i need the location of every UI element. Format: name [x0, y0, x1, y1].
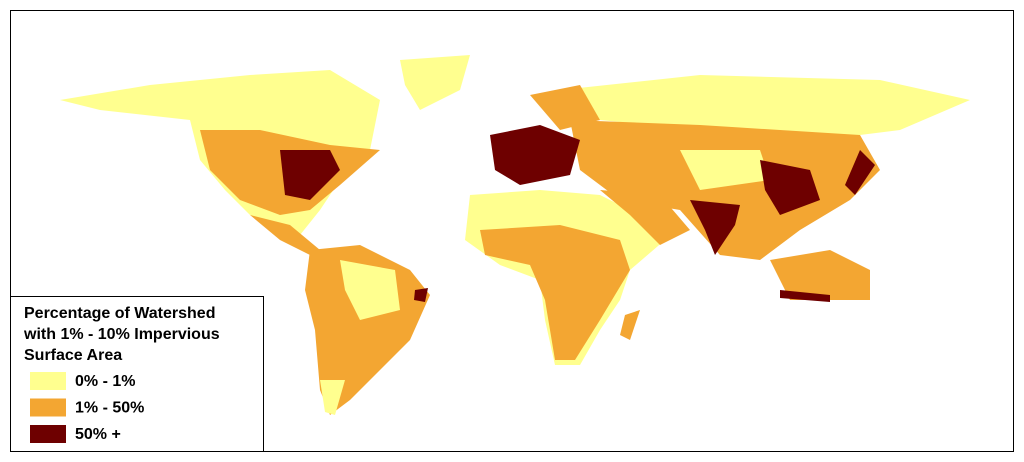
land	[60, 55, 970, 415]
legend-title: Percentage of Watershed	[24, 305, 215, 322]
legend-title: Surface Area	[24, 347, 122, 364]
land-shape	[340, 260, 400, 320]
land-shape	[320, 380, 345, 415]
legend-label: 0% - 1%	[75, 373, 135, 390]
land-shape	[250, 215, 320, 255]
land-shape	[600, 190, 690, 245]
legend-swatch	[30, 425, 66, 443]
legend-title: with 1% - 10% Impervious	[23, 326, 220, 343]
land-shape	[780, 290, 830, 302]
land-shape	[490, 125, 580, 185]
legend-label: 50% +	[75, 426, 121, 443]
land-shape	[620, 310, 640, 340]
legend-swatch	[30, 372, 66, 390]
land-shape	[570, 120, 880, 260]
land-shape	[414, 288, 428, 302]
legend: Percentage of Watershed with 1% - 10% Im…	[10, 296, 264, 452]
land-shape	[845, 150, 875, 195]
land-shape	[400, 55, 470, 110]
legend-label: 1% - 50%	[75, 400, 144, 417]
land-shape	[680, 150, 770, 190]
land-shape	[530, 85, 600, 130]
land-shape	[280, 150, 340, 200]
land-shape	[770, 250, 870, 300]
land-shape	[760, 160, 820, 215]
legend-swatch	[30, 398, 66, 417]
land-shape	[480, 225, 630, 360]
land-shape	[690, 200, 740, 255]
land-shape	[305, 245, 430, 415]
